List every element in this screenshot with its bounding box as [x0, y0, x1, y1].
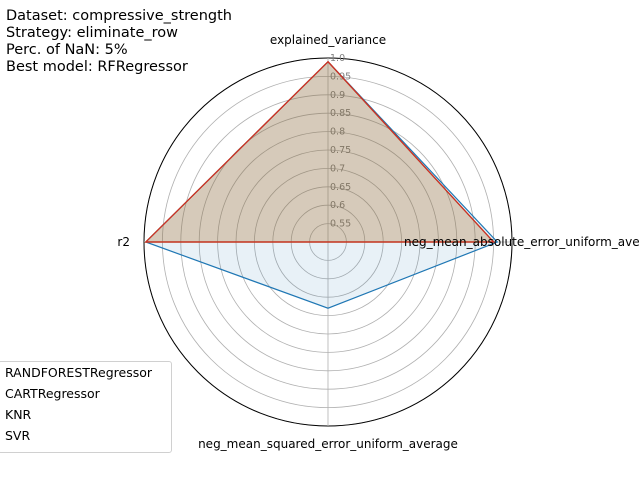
- radial-tick-label: 0.8: [330, 127, 345, 138]
- radial-tick-label: 0.95: [330, 71, 351, 82]
- nan-percentage-text: Perc. of NaN: 5%: [6, 42, 128, 58]
- legend-item: KNR: [5, 407, 32, 422]
- radial-tick-label: 0.75: [330, 145, 351, 156]
- radial-tick-label: 1.0: [330, 53, 345, 64]
- dataset-text: Dataset: compressive_strength: [6, 8, 232, 24]
- legend-item: CARTRegressor: [5, 386, 100, 401]
- series-fill: [145, 61, 498, 309]
- series-fill: [145, 61, 494, 243]
- radial-tick-label: 0.65: [330, 182, 351, 193]
- chart-info: Dataset: compressive_strength Strategy: …: [6, 8, 232, 76]
- legend-item: RANDFORESTRegressor: [5, 365, 153, 380]
- axis-label: explained_variance: [270, 33, 386, 47]
- series-fill: [145, 61, 494, 243]
- series-fill: [145, 61, 494, 243]
- strategy-text: Strategy: eliminate_row: [6, 25, 179, 41]
- radial-tick-label: 0.9: [330, 90, 345, 101]
- axis-label: neg_mean_absolute_error_uniform_average: [404, 235, 640, 249]
- legend-item: SVR: [5, 428, 31, 443]
- radial-tick-label: 0.85: [330, 108, 351, 119]
- legend: RANDFORESTRegressor CARTRegressor KNR SVR: [0, 361, 172, 453]
- axis-label: neg_mean_squared_error_uniform_average: [198, 437, 458, 451]
- best-model-text: Best model: RFRegressor: [6, 59, 188, 75]
- radial-tick-label: 0.55: [330, 219, 351, 230]
- series-line: [144, 60, 495, 243]
- radial-tick-label: 0.7: [330, 163, 345, 174]
- radial-tick-label: 0.6: [330, 200, 345, 211]
- axis-label: r2: [117, 235, 130, 249]
